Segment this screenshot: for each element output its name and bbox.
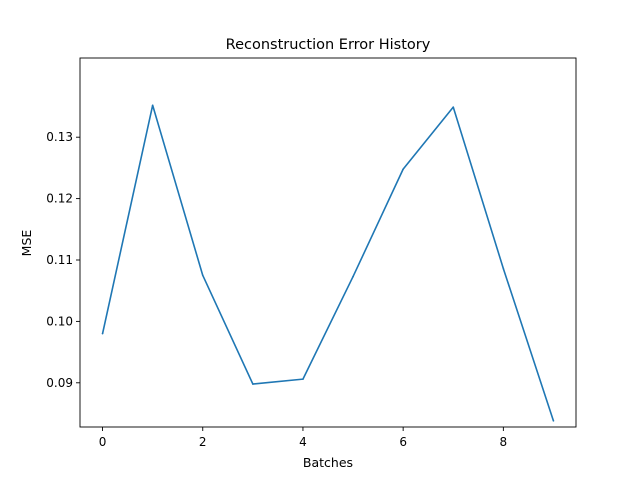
series-layer [101, 104, 555, 422]
x-tick-label: 2 [199, 435, 207, 449]
data-point [302, 378, 304, 380]
plot-area [79, 57, 577, 428]
data-point [101, 332, 104, 335]
plot-frame [79, 57, 577, 428]
y-axis: 0.09 0.10 0.11 0.12 0.13 [46, 130, 80, 390]
series-line [101, 104, 555, 422]
y-tick-label: 0.12 [46, 192, 73, 206]
data-point [352, 275, 354, 278]
x-tick-label: 4 [299, 435, 307, 449]
y-tick-label: 0.13 [46, 130, 73, 144]
x-tick-label: 0 [99, 435, 107, 449]
data-point [552, 420, 555, 422]
data-point [402, 168, 404, 170]
data-point [201, 274, 204, 277]
y-axis-label: MSE [19, 230, 34, 257]
y-tick-label: 0.10 [46, 314, 73, 328]
x-axis-label: Batches [303, 455, 353, 470]
data-point [151, 104, 154, 107]
y-tick-label: 0.09 [46, 376, 73, 390]
data-point [252, 383, 254, 385]
x-axis: 0 2 4 6 8 [99, 427, 507, 449]
data-point [452, 106, 455, 108]
chart-title: Reconstruction Error History [226, 37, 431, 53]
data-point [502, 267, 505, 270]
y-tick-label: 0.11 [46, 253, 73, 267]
x-tick-label: 6 [399, 435, 407, 449]
x-tick-label: 8 [500, 435, 508, 449]
